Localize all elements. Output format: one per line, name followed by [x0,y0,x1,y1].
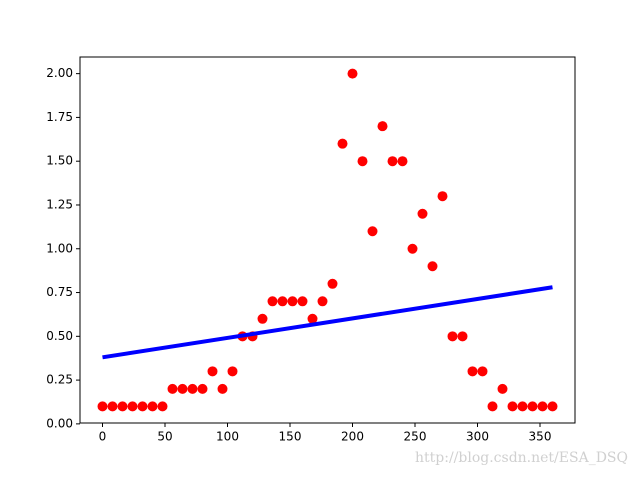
y-tick-label: 0.00 [46,416,73,430]
point [547,401,558,412]
point [187,383,198,394]
point [417,208,428,219]
point [127,401,138,412]
point [457,331,468,342]
y-tick-label: 1.50 [46,154,73,168]
point [297,296,308,307]
point [537,401,548,412]
point [347,68,358,79]
point [527,401,538,412]
point [97,401,108,412]
x-tick-label: 100 [216,430,239,444]
point [117,401,128,412]
x-tick-label: 300 [466,430,489,444]
x-tick-label: 150 [279,430,302,444]
point [147,401,158,412]
y-tick-label: 0.25 [46,373,73,387]
point [207,366,218,377]
point [337,138,348,149]
point [197,383,208,394]
point [367,226,378,237]
point [177,383,188,394]
y-tick-label: 1.00 [46,241,73,255]
plot-frame [79,56,576,424]
point [157,401,168,412]
point [107,401,118,412]
x-tick-label: 0 [99,430,107,444]
x-tick-label: 50 [157,430,172,444]
y-tick-label: 1.25 [46,197,73,211]
point [217,383,228,394]
point [507,401,518,412]
y-tick-label: 0.75 [46,285,73,299]
point [267,296,278,307]
point [437,191,448,202]
point [517,401,528,412]
x-tick-label: 350 [529,430,552,444]
y-tick-label: 1.75 [46,110,73,124]
line [102,285,553,360]
point [427,261,438,272]
x-tick-label: 200 [341,430,364,444]
point [477,366,488,377]
point [167,383,178,394]
point [307,313,318,324]
point [277,296,288,307]
point [257,313,268,324]
point [487,401,498,412]
point [447,331,458,342]
y-tick-label: 2.00 [46,66,73,80]
point [407,243,418,254]
point [357,156,368,167]
y-tick-label: 0.50 [46,329,73,343]
point [397,156,408,167]
point [137,401,148,412]
point [327,278,338,289]
x-tick-label: 250 [404,430,427,444]
point [317,296,328,307]
point [377,121,388,132]
point [227,366,238,377]
point [497,383,508,394]
point [467,366,478,377]
point [287,296,298,307]
point [387,156,398,167]
watermark: http://blog.csdn.net/ESA_DSQ [415,450,628,466]
